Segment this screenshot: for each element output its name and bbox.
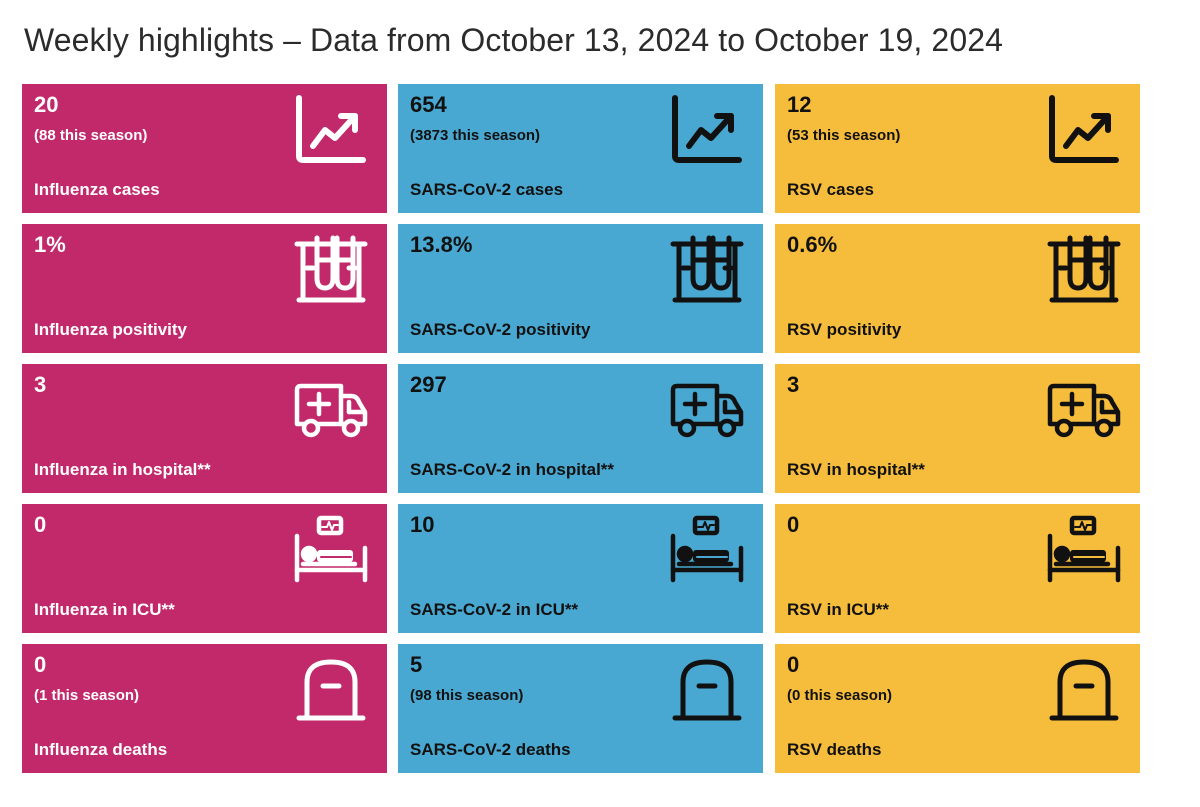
card-label: Influenza positivity bbox=[34, 320, 188, 339]
card-value: 3 bbox=[34, 372, 47, 397]
card-sars-cov-2-icu-bed: 10 SARS-CoV-2 in ICU** bbox=[398, 504, 763, 633]
tombstone-icon bbox=[669, 654, 745, 726]
card-season-total: (53 this season) bbox=[787, 127, 901, 144]
card-value: 3 bbox=[787, 372, 800, 397]
card-rsv-ambulance: 3 RSV in hospital** bbox=[775, 364, 1140, 493]
icu-bed-icon bbox=[1046, 514, 1122, 586]
card-value: 0 bbox=[34, 512, 47, 537]
card-label: Influenza cases bbox=[34, 180, 160, 199]
card-rsv-tombstone: 0 (0 this season) RSV deaths bbox=[775, 644, 1140, 773]
card-label: RSV in ICU** bbox=[787, 600, 890, 619]
card-influenza-ambulance: 3 Influenza in hospital** bbox=[22, 364, 387, 493]
trend-chart-icon bbox=[1046, 94, 1122, 166]
card-label: SARS-CoV-2 cases bbox=[410, 180, 564, 199]
test-tubes-icon bbox=[293, 234, 369, 306]
card-label: RSV deaths bbox=[787, 740, 882, 759]
card-rsv-icu-bed: 0 RSV in ICU** bbox=[775, 504, 1140, 633]
card-label: RSV positivity bbox=[787, 320, 902, 339]
card-sars-cov-2-ambulance: 297 SARS-CoV-2 in hospital** bbox=[398, 364, 763, 493]
card-label: RSV in hospital** bbox=[787, 460, 925, 479]
trend-chart-icon bbox=[669, 94, 745, 166]
icu-bed-icon bbox=[293, 514, 369, 586]
card-season-total: (0 this season) bbox=[787, 687, 893, 704]
card-season-total: (3873 this season) bbox=[410, 127, 541, 144]
card-rsv-test-tubes: 0.6% RSV positivity bbox=[775, 224, 1140, 353]
card-value: 0 bbox=[787, 512, 800, 537]
card-label: SARS-CoV-2 deaths bbox=[410, 740, 571, 759]
card-influenza-icu-bed: 0 Influenza in ICU** bbox=[22, 504, 387, 633]
card-value: 12 bbox=[787, 92, 812, 117]
card-influenza-trend-chart: 20 (88 this season) Influenza cases bbox=[22, 84, 387, 213]
card-label: RSV cases bbox=[787, 180, 874, 199]
card-label: Influenza in hospital** bbox=[34, 460, 211, 479]
card-value: 5 bbox=[410, 652, 423, 677]
card-influenza-test-tubes: 1% Influenza positivity bbox=[22, 224, 387, 353]
card-label: SARS-CoV-2 in hospital** bbox=[410, 460, 615, 479]
card-label: Influenza deaths bbox=[34, 740, 168, 759]
card-value: 0 bbox=[787, 652, 800, 677]
card-value: 10 bbox=[410, 512, 435, 537]
card-value: 654 bbox=[410, 92, 447, 117]
ambulance-icon bbox=[1046, 374, 1122, 446]
test-tubes-icon bbox=[669, 234, 745, 306]
icu-bed-icon bbox=[669, 514, 745, 586]
test-tubes-icon bbox=[1046, 234, 1122, 306]
tombstone-icon bbox=[1046, 654, 1122, 726]
card-season-total: (1 this season) bbox=[34, 687, 140, 704]
card-value: 1% bbox=[34, 232, 66, 257]
card-label: Influenza in ICU** bbox=[34, 600, 175, 619]
card-sars-cov-2-trend-chart: 654 (3873 this season) SARS-CoV-2 cases bbox=[398, 84, 763, 213]
card-sars-cov-2-tombstone: 5 (98 this season) SARS-CoV-2 deaths bbox=[398, 644, 763, 773]
card-sars-cov-2-test-tubes: 13.8% SARS-CoV-2 positivity bbox=[398, 224, 763, 353]
page-title: Weekly highlights – Data from October 13… bbox=[24, 22, 1004, 58]
card-influenza-tombstone: 0 (1 this season) Influenza deaths bbox=[22, 644, 387, 773]
ambulance-icon bbox=[293, 374, 369, 446]
card-label: SARS-CoV-2 in ICU** bbox=[410, 600, 579, 619]
card-value: 297 bbox=[410, 372, 447, 397]
card-value: 13.8% bbox=[410, 232, 473, 257]
card-season-total: (98 this season) bbox=[410, 687, 524, 704]
ambulance-icon bbox=[669, 374, 745, 446]
card-value: 20 bbox=[34, 92, 59, 117]
card-rsv-trend-chart: 12 (53 this season) RSV cases bbox=[775, 84, 1140, 213]
tombstone-icon bbox=[293, 654, 369, 726]
card-value: 0 bbox=[34, 652, 47, 677]
card-season-total: (88 this season) bbox=[34, 127, 148, 144]
card-label: SARS-CoV-2 positivity bbox=[410, 320, 591, 339]
card-value: 0.6% bbox=[787, 232, 838, 257]
trend-chart-icon bbox=[293, 94, 369, 166]
